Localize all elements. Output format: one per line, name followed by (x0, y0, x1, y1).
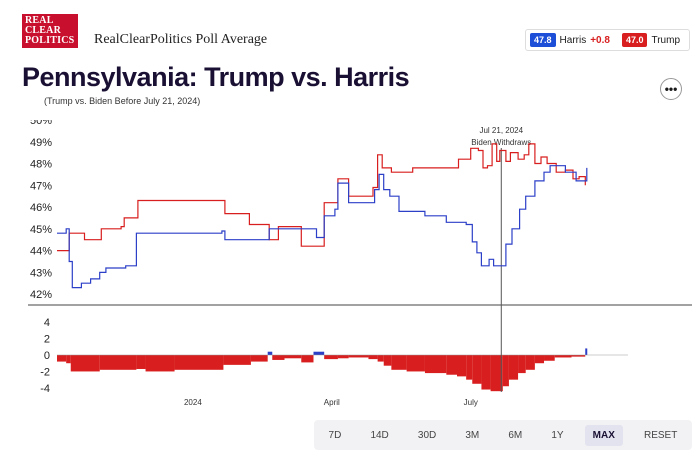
spread-bar (174, 355, 224, 370)
spread-bar (70, 355, 100, 372)
spread-bar (377, 355, 384, 362)
annotation-event-label: Biden Withdraws (471, 138, 531, 147)
brand-title: RealClearPolitics Poll Average (94, 32, 268, 47)
rcp-logo[interactable]: REAL CLEAR POLITICS (22, 14, 78, 48)
spread-bar (534, 355, 545, 364)
spread-bar (250, 355, 268, 362)
poll-average-chart: 42% 43% 44% 45% 46% 47% 48% 49% 50% 4 2 0 -2 -4 2024 Ap… (28, 120, 692, 407)
y-tick-label: 45% (30, 224, 52, 236)
spread-y-tick-label: -4 (40, 383, 50, 395)
spread-bar (406, 355, 425, 372)
spread-bar (472, 355, 482, 384)
spread-bar (518, 355, 526, 374)
logo-line: CLEAR (25, 25, 62, 36)
spread-y-tick-label: 2 (44, 334, 50, 346)
y-tick-label: 43% (30, 267, 52, 279)
current-values-legend: 47.8 Harris +0.8 47.0 Trump (525, 29, 690, 51)
page-subtitle: (Trump vs. Biden Before July 21, 2024) (44, 96, 201, 106)
logo-line: REAL (25, 15, 54, 26)
logo-line: POLITICS (25, 35, 75, 46)
spread-bar (66, 355, 71, 364)
spread-bar (508, 355, 519, 380)
y-tick-label: 48% (30, 159, 52, 171)
y-tick-label: 42% (30, 289, 52, 301)
y-tick-label: 49% (30, 137, 52, 149)
harris-spread: +0.8 (590, 34, 610, 46)
spread-bar (223, 355, 251, 365)
more-options-icon[interactable]: ••• (660, 78, 682, 100)
page-title: Pennsylvania: Trump vs. Harris (22, 62, 410, 92)
spread-bar (348, 355, 369, 358)
spread-bar (525, 355, 535, 370)
y-tick-label: 50% (30, 120, 52, 127)
harris-series-line (57, 165, 588, 289)
spread-bar (57, 355, 67, 362)
trump-label: Trump (651, 34, 681, 46)
range-controls: 7D 14D 30D 3M 6M 1Y MAX RESET (314, 420, 692, 450)
x-tick-label: April (324, 398, 340, 407)
spread-bar (324, 355, 338, 360)
spread-bar (424, 355, 447, 374)
spread-bar (585, 348, 588, 355)
range-1y-button[interactable]: 1Y (551, 429, 564, 441)
spread-bar (457, 355, 467, 377)
spread-bar (284, 355, 302, 359)
range-14d-button[interactable]: 14D (370, 429, 389, 441)
spread-bar (446, 355, 458, 375)
range-max-button[interactable]: MAX (584, 424, 623, 446)
x-tick-label: July (464, 398, 478, 407)
spread-bar (301, 355, 314, 363)
range-7d-button[interactable]: 7D (328, 429, 342, 441)
spread-bar (313, 351, 325, 355)
x-tick-label: 2024 (184, 398, 202, 407)
y-tick-label: 44% (30, 246, 52, 258)
spread-y-tick-label: -2 (40, 366, 50, 378)
annotation-date-label: Jul 21, 2024 (479, 126, 523, 135)
spread-bar (272, 355, 285, 360)
spread-bar (136, 355, 146, 369)
spread-bar (267, 351, 273, 355)
reset-button[interactable]: RESET (644, 429, 678, 441)
spread-bar (391, 355, 407, 370)
spread-bar (554, 355, 572, 358)
spread-bar (337, 355, 349, 359)
y-tick-label: 46% (30, 202, 52, 214)
spread-bar (544, 355, 555, 361)
spread-bar (466, 355, 473, 380)
range-6m-button[interactable]: 6M (508, 429, 523, 441)
range-3m-button[interactable]: 3M (465, 429, 480, 441)
spread-bar (368, 355, 378, 360)
spread-bar (490, 355, 503, 392)
spread-y-tick-label: 0 (44, 350, 50, 362)
trump-value-badge: 47.0 (621, 33, 648, 47)
range-30d-button[interactable]: 30D (417, 429, 437, 441)
harris-label: Harris (559, 34, 587, 46)
spread-bar (481, 355, 491, 390)
spread-bar (99, 355, 137, 370)
spread-bar (145, 355, 175, 372)
spread-bar (383, 355, 392, 366)
spread-bar (571, 355, 586, 357)
more-options-label: ••• (664, 82, 678, 96)
y-tick-label: 47% (30, 180, 52, 192)
spread-y-tick-label: 4 (44, 317, 50, 329)
harris-value-badge: 47.8 (530, 33, 556, 47)
trump-series-line (57, 143, 586, 252)
spread-bar (502, 355, 509, 387)
